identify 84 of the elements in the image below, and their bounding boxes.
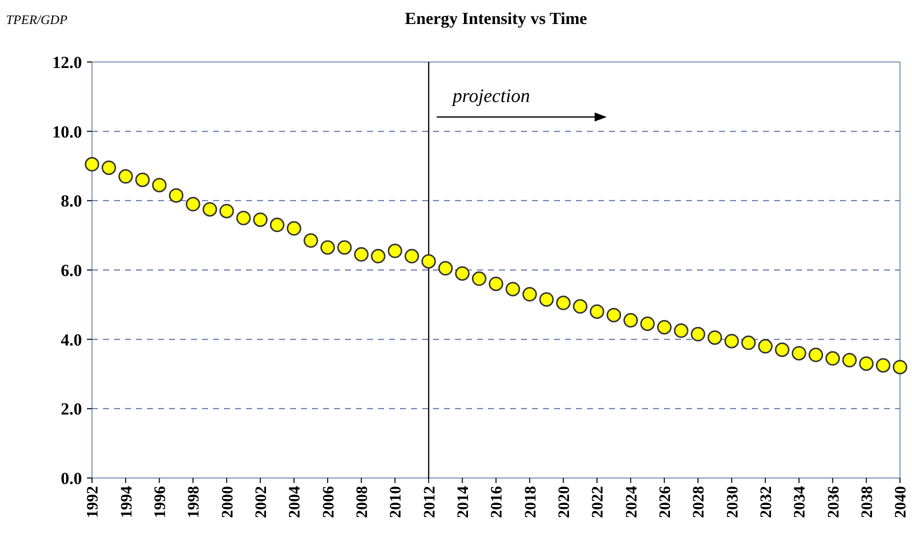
x-tick-label: 2002: [252, 486, 270, 518]
point: [623, 313, 638, 328]
point: [690, 326, 706, 342]
x-tick-label: 2036: [825, 486, 842, 518]
y-tick-label: 4.0: [60, 330, 82, 350]
x-tick-label: 2014: [454, 486, 472, 518]
point: [219, 204, 234, 218]
x-tick-label: 2012: [421, 486, 438, 518]
y-axis-title: TPER/GDP: [6, 12, 68, 27]
y-tick-label: 12.0: [52, 52, 82, 72]
point: [404, 248, 420, 264]
point: [556, 296, 571, 310]
point: [876, 358, 890, 373]
point: [236, 210, 251, 226]
x-tick-label: 2032: [758, 486, 775, 518]
point: [455, 266, 470, 281]
point: [304, 233, 318, 248]
point: [640, 316, 655, 331]
point: [488, 276, 504, 292]
x-tick-label: 2008: [354, 486, 371, 518]
point: [118, 169, 133, 184]
point: [808, 348, 824, 362]
x-tick-label: 2020: [556, 486, 573, 518]
point: [758, 339, 773, 354]
point: [135, 172, 150, 188]
y-tick-label: 10.0: [52, 122, 82, 142]
point: [320, 240, 335, 255]
x-tick-label: 2018: [522, 486, 540, 518]
point: [792, 346, 806, 360]
point: [539, 292, 554, 307]
x-tick-label: 2022: [590, 486, 607, 518]
point: [388, 244, 402, 258]
x-tick-label: 2006: [320, 486, 338, 518]
point: [708, 330, 722, 345]
x-tick-label: 1996: [152, 486, 169, 518]
point: [506, 282, 520, 296]
point: [370, 248, 386, 264]
y-tick-label: 0.0: [60, 468, 82, 488]
point: [572, 299, 588, 314]
point: [438, 261, 453, 276]
point: [892, 360, 908, 374]
x-tick-label: 2024: [623, 486, 640, 518]
x-tick-label: 1992: [84, 486, 102, 518]
point: [859, 356, 874, 371]
point: [825, 351, 840, 366]
x-tick-label: 2000: [219, 486, 236, 518]
x-tick-label: 2004: [286, 486, 304, 518]
point: [354, 247, 369, 262]
point: [842, 352, 857, 368]
y-tick-label: 6.0: [60, 260, 82, 280]
point: [522, 287, 537, 302]
point: [253, 212, 268, 227]
point: [286, 221, 302, 236]
point: [270, 218, 284, 232]
x-tick-label: 1998: [186, 486, 203, 518]
point: [168, 188, 184, 203]
x-tick-label: 2010: [388, 486, 405, 518]
x-tick-label: 2038: [858, 486, 876, 518]
chart-title: Energy Intensity vs Time: [404, 9, 588, 28]
x-tick-label: 2030: [724, 486, 742, 518]
y-tick-label: 2.0: [60, 400, 82, 419]
point: [741, 336, 756, 350]
x-tick-label: 2028: [690, 486, 708, 518]
point: [186, 196, 200, 212]
point: [84, 157, 100, 172]
point: [472, 271, 486, 286]
x-tick-label: 2016: [488, 486, 506, 518]
point: [606, 308, 622, 322]
point: [152, 178, 167, 192]
point: [774, 342, 790, 357]
point: [202, 202, 218, 217]
x-tick-label: 2026: [656, 486, 674, 518]
point: [590, 304, 604, 319]
point: [657, 320, 672, 334]
x-tick-label: 2040: [892, 486, 910, 518]
point: [337, 240, 352, 255]
point: [102, 160, 116, 175]
point: [421, 254, 436, 269]
point: [724, 334, 739, 348]
x-tick-label: 2034: [792, 486, 809, 518]
x-tick-label: 1994: [118, 486, 136, 518]
point: [674, 323, 688, 338]
y-tick-label: 8.0: [60, 192, 82, 211]
annotation: projection: [450, 86, 530, 107]
